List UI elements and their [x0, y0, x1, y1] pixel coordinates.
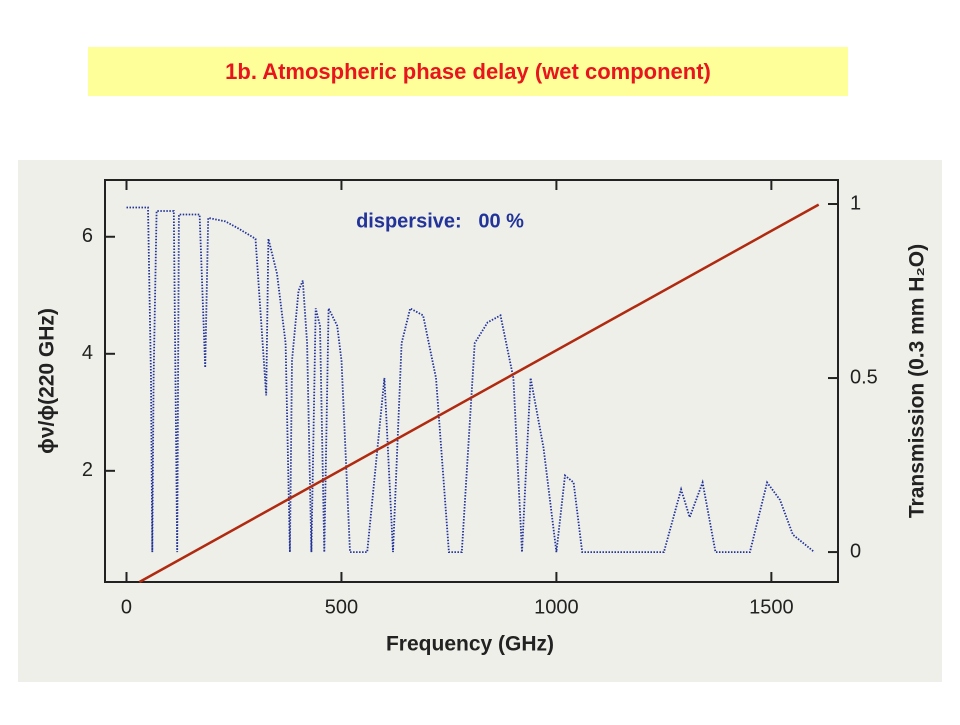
- series-line: [126, 206, 815, 553]
- slide-title: 1b. Atmospheric phase delay (wet compone…: [225, 59, 711, 84]
- y-tick-label: 4: [82, 342, 93, 364]
- y2-tick-label: 1: [850, 192, 861, 214]
- annotation: dispersive: 00 %: [356, 210, 524, 232]
- x-tick-label: 1000: [534, 596, 579, 618]
- x-tick-label: 500: [325, 596, 358, 618]
- x-tick-label: 1500: [749, 596, 794, 618]
- y-tick-label: 6: [82, 225, 93, 247]
- x-axis-label: Frequency (GHz): [386, 633, 554, 656]
- y-tick-label: 2: [82, 459, 93, 481]
- y2-tick-label: 0.5: [850, 366, 878, 388]
- series-line: [138, 203, 820, 584]
- title-box: [88, 47, 848, 96]
- plot-frame: [104, 179, 839, 583]
- y2-tick-label: 0: [850, 540, 861, 562]
- y2-axis-label: Transmission (0.3 mm H₂O): [906, 244, 929, 518]
- y-axis-label: ϕν/ϕ(220 GHz): [36, 308, 59, 454]
- x-tick-label: 0: [121, 596, 132, 618]
- chart-background: [18, 160, 942, 682]
